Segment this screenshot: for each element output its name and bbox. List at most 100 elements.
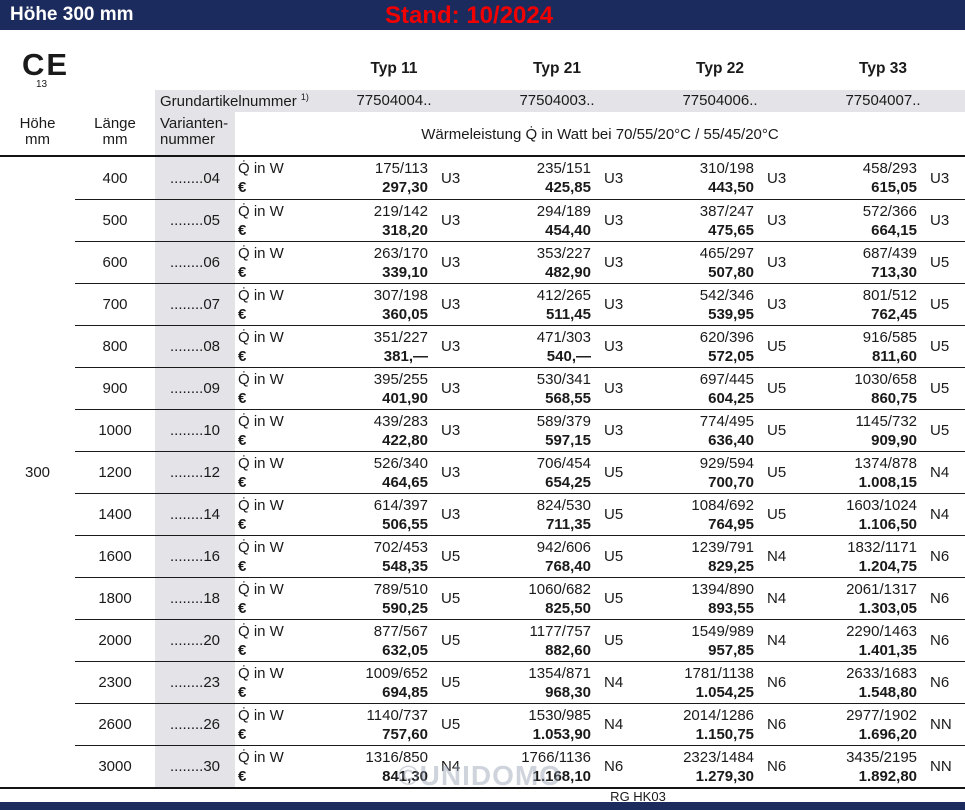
hoehe-value-cell [0, 535, 75, 577]
grundartikelnummer-label: Grundartikelnummer 1) [160, 92, 309, 110]
rabatt-code-typ1: U3 [604, 169, 624, 187]
leistung-price-cell-typ1: 942/606 768,40 [476, 535, 597, 577]
watt-value: 1060/682 [528, 581, 591, 598]
watt-value: 353/227 [536, 245, 591, 262]
rabatt-code-typ2: U5 [760, 367, 802, 409]
table-header: CE 13 Typ 11 Typ 21 Typ 22 Typ 33 Grunda… [0, 30, 965, 155]
rabatt-code-typ1: U3 [597, 367, 639, 409]
watt-row-label: Q̇ in W [238, 287, 284, 304]
hoehe-value-cell [0, 157, 75, 199]
leistung-price-cell-typ2: 697/445 604,25 [639, 367, 760, 409]
grundartikelnummer-footnote: 1) [300, 92, 309, 102]
watt-value: 1394/890 [691, 581, 754, 598]
watt-value: 465/297 [699, 245, 754, 262]
rabatt-code-typ2: N4 [760, 535, 802, 577]
euro-row-label: € [238, 179, 247, 196]
price-value: 597,15 [545, 432, 591, 449]
leistung-price-cell-typ2: 1549/989 957,85 [639, 619, 760, 661]
row-unit-labels: Q̇ in W € [235, 577, 313, 619]
watt-value: 589/379 [536, 413, 591, 430]
leistung-price-cell-typ3: 458/293 615,05 [802, 157, 923, 199]
price-value: 825,50 [545, 600, 591, 617]
leistung-price-cell-typ3: 1603/1024 1.106,50 [802, 493, 923, 535]
hoehe-value-cell [0, 745, 75, 787]
rabatt-code-typ1: U3 [597, 199, 639, 241]
euro-row-label: € [238, 348, 247, 365]
watt-value: 530/341 [536, 371, 591, 388]
watt-row-label: Q̇ in W [238, 749, 284, 766]
leistung-price-cell-typ0: 219/142 318,20 [313, 199, 434, 241]
leistung-price-cell-typ1: 706/454 654,25 [476, 451, 597, 493]
watt-value: 1239/791 [691, 539, 754, 556]
price-value: 664,15 [871, 222, 917, 239]
price-value: 893,55 [708, 600, 754, 617]
table-row: 300 1200 ........12 Q̇ in W €526/340 464,65 U3… [0, 451, 965, 493]
price-value: 1.696,20 [858, 726, 917, 743]
leistung-price-cell-typ3: 687/439 713,30 [802, 241, 923, 283]
watt-value: 2633/1683 [846, 665, 917, 682]
price-value: 590,25 [382, 600, 428, 617]
watt-value: 1030/658 [854, 371, 917, 388]
watt-value: 1766/1136 [521, 749, 591, 766]
watt-row-label: Q̇ in W [238, 497, 284, 514]
row-unit-labels: Q̇ in W € [235, 619, 313, 661]
table-row: 2300 ........23 Q̇ in W €1009/652 694,85 U5 13… [0, 661, 965, 703]
table-row: 800 ........08 Q̇ in W €351/227 381,— U3 471/3… [0, 325, 965, 367]
leistung-price-cell-typ3: 801/512 762,45 [802, 283, 923, 325]
row-unit-labels: Q̇ in W € [235, 241, 313, 283]
leistung-price-cell-typ1: 1060/682 825,50 [476, 577, 597, 619]
laenge-cell: 800 [75, 325, 155, 367]
rabatt-code-typ2: N6 [760, 745, 802, 787]
price-value: 425,85 [545, 179, 591, 196]
watt-value: 702/453 [373, 539, 428, 556]
leistung-price-cell-typ0: 395/255 401,90 [313, 367, 434, 409]
leistung-price-cell-typ2: 542/346 539,95 [639, 283, 760, 325]
price-value: 636,40 [708, 432, 754, 449]
hoehe-label: Höhe [19, 115, 56, 132]
watt-value: 3435/2195 [846, 749, 917, 766]
variant-label-line2: nummer [160, 131, 216, 148]
watt-value: 263/170 [373, 245, 428, 262]
page-title: Höhe 300 mm [10, 4, 134, 25]
table-row: 600 ........06 Q̇ in W €263/170 339,10 U3 353/… [0, 241, 965, 283]
rabatt-code-typ0: U3 [434, 409, 476, 451]
rabatt-code-typ0: U3 [434, 199, 476, 241]
euro-row-label: € [238, 642, 247, 659]
laenge-cell: 900 [75, 367, 155, 409]
rabatt-code-typ2: U5 [760, 451, 802, 493]
rabatt-code-typ1: N4 [597, 661, 639, 703]
rabatt-code-typ1: U5 [597, 577, 639, 619]
table-row: 1800 ........18 Q̇ in W €789/510 590,25 U5 106… [0, 577, 965, 619]
leistung-price-cell-typ2: 774/495 636,40 [639, 409, 760, 451]
hoehe-value-cell [0, 577, 75, 619]
row-unit-labels: Q̇ in W € [235, 283, 313, 325]
rabatt-code-typ0: U3 [434, 451, 476, 493]
rabatt-code-typ2: U5 [760, 325, 802, 367]
watt-value: 219/142 [373, 203, 428, 220]
price-value: 968,30 [545, 684, 591, 701]
rabatt-code-typ2: N4 [760, 577, 802, 619]
leistung-price-cell-typ0: 526/340 464,65 [313, 451, 434, 493]
type-header-typ21: Typ 21 [533, 60, 581, 77]
top-title-bar: Höhe 300 mm Stand: 10/2024 [0, 0, 965, 30]
watt-value: 774/495 [699, 413, 754, 430]
rabatt-code-typ2: U3 [760, 199, 802, 241]
leistung-price-cell-typ1: 471/303 540,— [476, 325, 597, 367]
price-value: 1.053,90 [532, 726, 591, 743]
price-value: 700,70 [708, 474, 754, 491]
rabatt-code-typ1: N4 [597, 703, 639, 745]
laenge-cell: 1600 [75, 535, 155, 577]
leistung-price-cell-typ3: 1030/658 860,75 [802, 367, 923, 409]
watt-value: 824/530 [536, 497, 591, 514]
euro-row-label: € [238, 684, 247, 701]
grundartikelnummer-typ21: 77504003.. [519, 92, 595, 109]
watt-value: 2061/1317 [846, 581, 917, 598]
leistung-price-cell-typ3: 572/366 664,15 [802, 199, 923, 241]
leistung-price-cell-typ2: 465/297 507,80 [639, 241, 760, 283]
rabatt-code-typ2: U3 [760, 241, 802, 283]
ce-mark-icon: CE 13 [22, 49, 69, 90]
price-value: 422,80 [382, 432, 428, 449]
price-value: 757,60 [382, 726, 428, 743]
watt-row-label: Q̇ in W [238, 329, 284, 346]
table-rows: 400 ........04 Q̇ in W €175/113 297,30 U3 235/… [0, 155, 965, 789]
